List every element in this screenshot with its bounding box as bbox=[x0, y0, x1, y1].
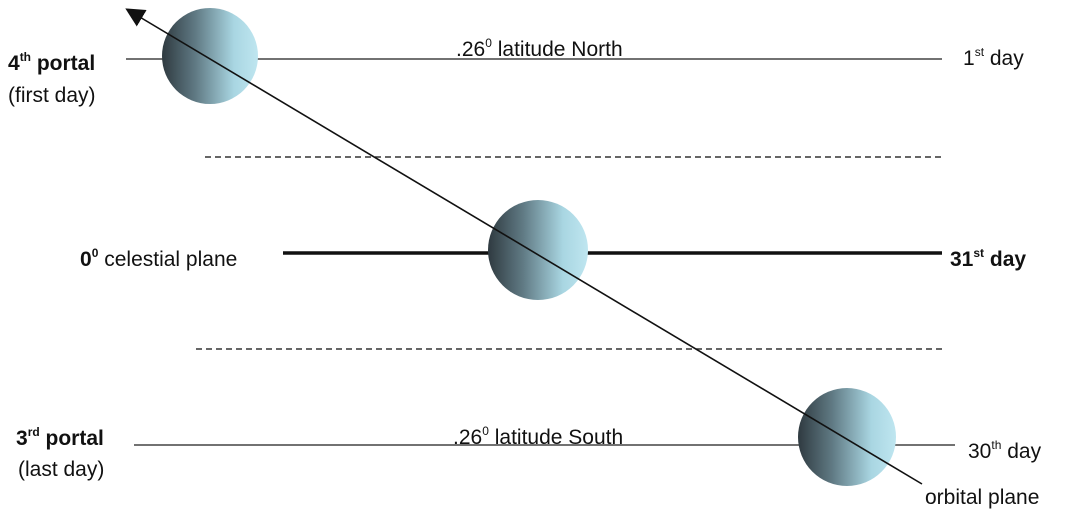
north-portal-sublabel: (first day) bbox=[8, 84, 96, 107]
moon-sphere-center bbox=[488, 200, 588, 300]
north-latitude-label: .260 latitude North bbox=[456, 36, 623, 61]
center-day-label: 31st day bbox=[950, 246, 1027, 271]
south-latitude-label: .260 latitude South bbox=[453, 424, 624, 449]
north-day-label: 1st day bbox=[963, 45, 1024, 70]
orbital-plane-arrow bbox=[125, 8, 923, 485]
orbital-plane-label: orbital plane bbox=[925, 486, 1040, 509]
south-day-label: 30th day bbox=[968, 438, 1042, 463]
north-portal-label: 4th portal bbox=[8, 50, 96, 75]
celestial-plane-label: 00 celestial plane bbox=[80, 246, 238, 271]
moon-sphere-north bbox=[162, 8, 258, 104]
south-portal-sublabel: (last day) bbox=[18, 458, 105, 481]
moon-sphere-south bbox=[798, 388, 896, 486]
south-portal-label: 3rd portal bbox=[16, 425, 104, 450]
